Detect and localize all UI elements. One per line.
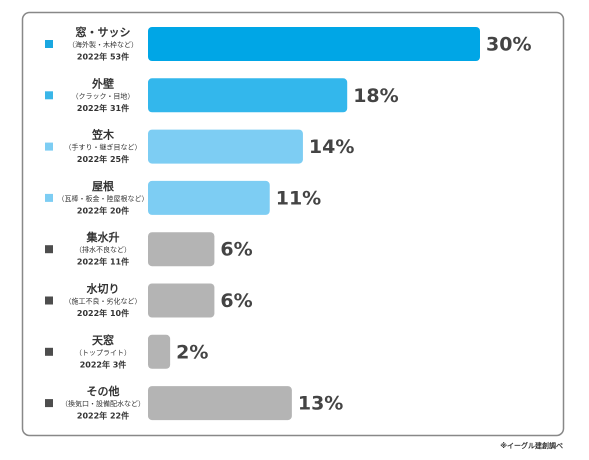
legend-marker: [45, 245, 53, 254]
category-label: 水切り: [87, 282, 120, 296]
category-note: （手すり・継ぎ目など）: [65, 143, 142, 152]
value-label: 6%: [220, 239, 252, 261]
bar: [148, 386, 292, 421]
bar: [148, 180, 270, 215]
category-count: 2022年 3件: [80, 359, 127, 369]
category-label: 集水升: [86, 230, 120, 244]
legend-marker: [45, 399, 53, 408]
source: ※イーグル建創調べ: [500, 441, 563, 450]
category-count: 2022年 53件: [77, 52, 129, 62]
bar: [148, 334, 171, 369]
category-count: 2022年 20件: [77, 205, 129, 215]
category-label: 外壁: [91, 76, 114, 90]
category-label: 屋根: [92, 179, 115, 193]
legend-marker: [45, 296, 53, 305]
category-label: 窓・サッシ: [76, 25, 131, 39]
bar: [148, 129, 303, 164]
value-label: 11%: [276, 187, 321, 209]
bar: [148, 27, 480, 61]
legend-marker: [45, 40, 53, 48]
category-note: （海外製・木枠など）: [68, 40, 138, 49]
category-label: 笠木: [91, 128, 115, 142]
category-count: 2022年 11件: [77, 257, 129, 267]
category-label: 天窓: [92, 333, 114, 347]
category-count: 2022年 31件: [77, 103, 129, 113]
category-note: （施工不良・劣化など）: [65, 297, 142, 306]
legend-marker: [45, 193, 53, 202]
category-note: （換気口・設備配水など）: [61, 399, 145, 408]
legend-marker: [45, 347, 53, 356]
legend-marker: [45, 142, 53, 151]
category-note: （排水不良など）: [75, 245, 131, 254]
legend-marker: [45, 91, 53, 100]
category-count: 2022年 10件: [77, 308, 129, 318]
bar: [148, 283, 215, 318]
value-label: 14%: [309, 136, 354, 158]
value-label: 6%: [220, 290, 252, 312]
category-note: （トップライト）: [75, 349, 131, 357]
value-label: 30%: [486, 34, 531, 56]
value-label: 13%: [298, 393, 343, 415]
bar: [148, 232, 215, 267]
category-note: （クラック・目地）: [72, 91, 135, 100]
value-label: 18%: [353, 85, 398, 107]
frame: [21, 11, 565, 437]
category-note: （瓦棒・板金・陸屋根など）: [58, 194, 149, 203]
category-label: その他: [87, 384, 120, 398]
category-count: 2022年 22件: [77, 411, 129, 421]
value-label: 2%: [176, 341, 208, 363]
bar: [148, 78, 348, 113]
category-count: 2022年 25件: [77, 154, 129, 164]
